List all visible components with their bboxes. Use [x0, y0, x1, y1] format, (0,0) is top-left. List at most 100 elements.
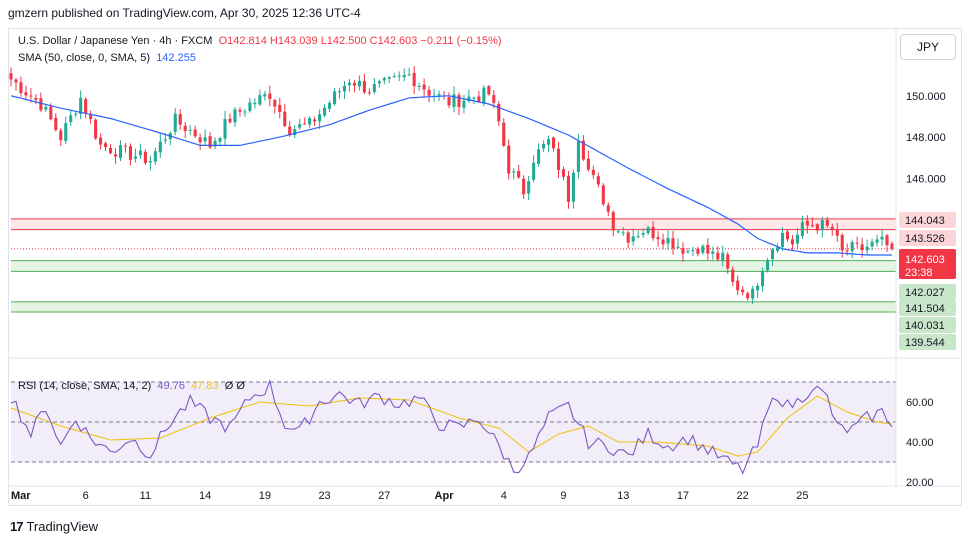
- candle: [462, 94, 466, 114]
- sma-value: 142.255: [156, 52, 196, 64]
- rsi-ma-line: [10, 395, 893, 457]
- price-tag-label: 141.504: [905, 303, 945, 315]
- candle: [631, 228, 635, 246]
- candle: [407, 67, 411, 77]
- candle-body: [238, 109, 242, 112]
- candle: [153, 147, 157, 166]
- candle-body: [741, 289, 745, 293]
- price-tag-bg: [899, 317, 956, 333]
- candle: [517, 164, 521, 179]
- candle-body: [561, 169, 566, 177]
- candle: [880, 228, 884, 246]
- candle-body: [696, 248, 700, 254]
- candle-body: [397, 75, 401, 77]
- candle-body: [188, 129, 192, 131]
- candle: [681, 242, 685, 262]
- candle-body: [626, 232, 630, 243]
- candle: [547, 135, 551, 153]
- candle-body: [218, 138, 222, 142]
- candle-body: [59, 130, 63, 141]
- candle: [522, 175, 526, 199]
- candle: [104, 141, 108, 152]
- candle-body: [313, 119, 317, 122]
- candle-body: [825, 220, 829, 226]
- axes-layer: 150.000 148.000 146.000 60.00 40.00 20.00 Mar 6…: [9, 29, 960, 502]
- zone-fill-2: [11, 301, 896, 312]
- candle-body: [606, 205, 610, 212]
- candle: [313, 116, 317, 127]
- lines-layer: [10, 95, 893, 475]
- candle: [731, 266, 735, 287]
- candle-body: [273, 99, 277, 107]
- candle-body: [437, 94, 441, 96]
- price-tag-label: 139.544: [905, 337, 945, 349]
- tradingview-brand[interactable]: 17 TradingView: [10, 519, 98, 534]
- candle-body: [691, 249, 695, 251]
- candle-body: [392, 76, 396, 78]
- candle-body: [586, 158, 590, 170]
- candle-body: [681, 247, 685, 254]
- rsi-line: [10, 378, 893, 475]
- rsi-legend[interactable]: RSI (14, close, SMA, 14, 2) 49.76 47.83 …: [18, 380, 245, 392]
- candle-body: [173, 113, 177, 132]
- candle-body: [631, 236, 635, 242]
- candle-body: [417, 85, 421, 87]
- candle: [273, 98, 277, 114]
- candle: [512, 168, 516, 180]
- candle-body: [551, 137, 556, 149]
- candle: [397, 71, 401, 82]
- candle: [173, 108, 177, 136]
- candle-body: [746, 293, 750, 299]
- price-tag-label: 142.027: [905, 287, 945, 299]
- sma-legend[interactable]: SMA (50, close, 0, SMA, 5) 142.255: [18, 52, 196, 64]
- price-tag-red: 143.526: [899, 230, 956, 246]
- candle-body: [372, 84, 376, 93]
- candle-body: [24, 92, 28, 96]
- candle: [183, 121, 187, 139]
- candle-body: [472, 97, 476, 99]
- candle: [402, 68, 406, 82]
- candle: [726, 251, 730, 274]
- candle: [890, 241, 894, 251]
- candle-body: [128, 146, 133, 160]
- candle: [551, 136, 556, 152]
- candle-body: [795, 234, 799, 244]
- candle-body: [830, 226, 834, 231]
- candle-body: [537, 149, 541, 164]
- candle: [128, 143, 133, 166]
- candle-body: [467, 96, 471, 102]
- candle: [44, 104, 48, 113]
- candle-body: [447, 97, 451, 106]
- candle: [74, 111, 78, 118]
- price-tag-bg: [899, 334, 956, 350]
- price-tag-green: 140.031: [899, 317, 956, 333]
- candle: [64, 116, 68, 145]
- candle-body: [646, 227, 650, 234]
- candle: [566, 171, 571, 209]
- candle-body: [800, 222, 804, 236]
- candle: [278, 97, 282, 119]
- currency-button[interactable]: JPY: [900, 34, 956, 60]
- candle-body: [163, 139, 167, 141]
- candle: [686, 248, 690, 254]
- candle-body: [611, 212, 615, 231]
- candle: [352, 79, 356, 93]
- candle: [99, 133, 103, 150]
- candle-body: [676, 246, 680, 248]
- candle: [148, 155, 152, 171]
- candle: [596, 172, 600, 188]
- candle-body: [875, 239, 879, 243]
- candle: [870, 238, 874, 251]
- candle: [228, 113, 232, 124]
- candle-body: [69, 115, 73, 122]
- candle-body: [641, 233, 645, 235]
- candle-body: [362, 80, 366, 93]
- symbol-legend[interactable]: U.S. Dollar / Japanese Yen · 4h · FXCM O…: [18, 35, 502, 47]
- candle: [502, 118, 506, 148]
- rsi-tick-label: 40.00: [906, 437, 934, 449]
- candle: [780, 227, 785, 252]
- candle: [751, 285, 755, 304]
- candle-body: [84, 99, 88, 114]
- candle-body: [810, 225, 814, 227]
